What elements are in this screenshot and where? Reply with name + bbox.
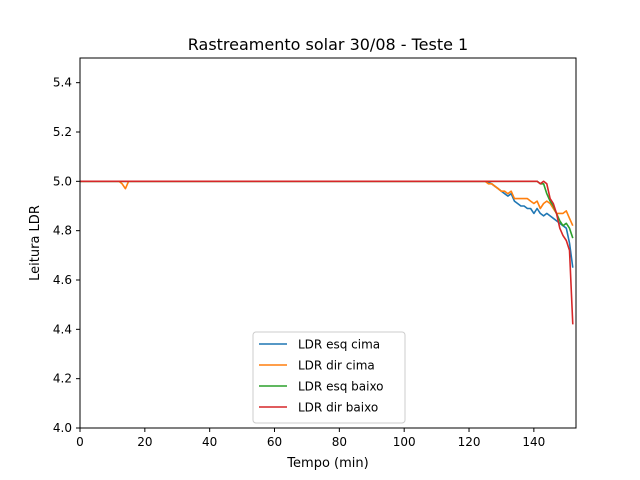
x-tick-label: 60 [267,435,282,449]
chart-title: Rastreamento solar 30/08 - Teste 1 [188,35,468,54]
x-axis-ticks: 0 20 40 60 80 100 120 140 [76,428,545,449]
plot-lines [80,180,574,325]
y-axis-ticks: 4.0 4.2 4.4 4.6 4.8 5.0 5.2 5.4 [53,76,80,435]
y-tick-label: 4.8 [53,224,72,238]
series-line-4 [80,180,574,325]
y-tick-label: 4.0 [53,421,72,435]
x-tick-label: 120 [458,435,481,449]
legend: LDR esq cima LDR dir cima LDR esq baixo LDR… [252,331,406,424]
y-tick-label: 5.2 [53,125,72,139]
y-tick-label: 5.0 [53,174,72,188]
legend-label-2: LDR dir cima [298,359,375,373]
x-tick-label: 100 [393,435,416,449]
y-tick-label: 5.4 [53,76,72,90]
legend-box [252,331,406,424]
y-axis-label: Leitura LDR [28,205,43,281]
x-tick-label: 140 [522,435,545,449]
x-axis-label: Tempo (min) [286,456,368,471]
x-tick-label: 40 [202,435,217,449]
x-tick-label: 0 [76,435,84,449]
y-tick-label: 4.4 [53,322,72,336]
x-tick-label: 80 [332,435,347,449]
legend-label-4: LDR dir baixo [298,401,378,415]
x-tick-label: 20 [137,435,152,449]
y-tick-label: 4.6 [53,273,72,287]
legend-label-1: LDR esq cima [298,338,380,352]
plot-frame [79,57,577,429]
y-tick-label: 4.2 [53,372,72,386]
legend-label-3: LDR esq baixo [298,380,384,394]
